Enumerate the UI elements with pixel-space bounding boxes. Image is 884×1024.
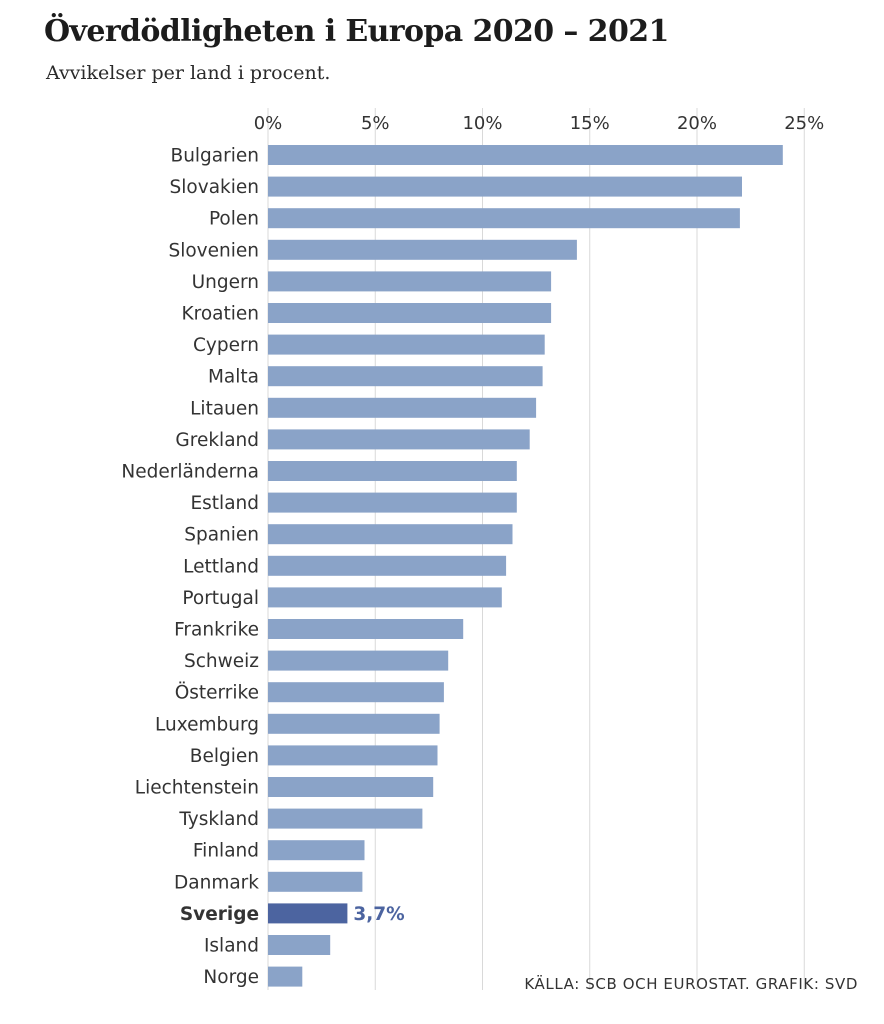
category-label: Estland <box>190 493 259 514</box>
chart-title: Överdödligheten i Europa 2020 – 2021 <box>44 14 669 49</box>
category-label: Finland <box>193 841 259 862</box>
category-label: Grekland <box>175 430 259 451</box>
bar-norge <box>268 966 303 987</box>
bar-spanien <box>268 524 513 545</box>
bar-osterrike <box>268 682 444 703</box>
category-label: Litauen <box>190 398 259 419</box>
x-tick-label: 25% <box>784 113 824 134</box>
category-label: Sverige <box>180 904 259 925</box>
bar-liechtenstein <box>268 777 434 797</box>
category-label: Island <box>204 936 259 957</box>
bar-island <box>268 935 331 955</box>
category-label: Slovenien <box>168 240 259 261</box>
bar-portugal <box>268 587 502 608</box>
bar-tyskland <box>268 808 423 829</box>
bar-danmark <box>268 871 363 892</box>
bar-bulgarien <box>268 145 783 165</box>
x-tick-label: 15% <box>570 113 610 134</box>
category-label: Polen <box>209 209 259 230</box>
bar-malta <box>268 366 543 387</box>
category-label: Malta <box>208 367 259 388</box>
bar-finland <box>268 840 365 861</box>
x-tick-label: 5% <box>361 113 390 134</box>
category-label: Liechtenstein <box>135 778 259 799</box>
category-label: Frankrike <box>174 620 259 641</box>
bar-sverige <box>268 903 348 924</box>
category-label: Lettland <box>183 556 259 577</box>
category-label: Österrike <box>175 682 259 704</box>
category-label: Norge <box>203 967 259 988</box>
bar-litauen <box>268 397 537 418</box>
bar-frankrike <box>268 619 464 639</box>
source-credit: KÄLLA: SCB OCH EUROSTAT. GRAFIK: SVD <box>524 975 858 993</box>
bar-schweiz <box>268 650 449 671</box>
category-label: Bulgarien <box>171 146 260 167</box>
category-label: Schweiz <box>184 651 259 672</box>
x-tick-label: 20% <box>677 113 717 134</box>
bar-estland <box>268 492 517 513</box>
category-label: Slovakien <box>170 177 259 198</box>
bar-belgien <box>268 745 438 766</box>
bar-kroatien <box>268 303 552 323</box>
bar-lettland <box>268 555 507 576</box>
bar-slovakien <box>268 176 742 197</box>
category-label: Tyskland <box>178 809 259 830</box>
bar-slovenien <box>268 239 577 260</box>
x-tick-label: 0% <box>254 113 283 134</box>
category-label: Belgien <box>190 746 259 767</box>
category-label: Nederländerna <box>121 462 259 483</box>
bar-polen <box>268 208 740 229</box>
category-label: Kroatien <box>182 304 260 325</box>
category-label: Spanien <box>184 525 259 546</box>
chart-subtitle: Avvikelser per land i procent. <box>46 62 331 84</box>
bar-nederlanderna <box>268 461 517 481</box>
category-label: Danmark <box>174 872 259 893</box>
data-label-sverige: 3,7% <box>353 904 404 925</box>
category-label: Cypern <box>193 335 259 356</box>
category-label: Portugal <box>182 588 259 609</box>
x-tick-label: 10% <box>462 113 502 134</box>
category-label: Luxemburg <box>155 714 259 735</box>
bar-ungern <box>268 271 552 292</box>
bar-grekland <box>268 429 530 450</box>
category-label: Ungern <box>192 272 259 293</box>
bar-cypern <box>268 334 545 355</box>
bar-luxemburg <box>268 713 440 734</box>
